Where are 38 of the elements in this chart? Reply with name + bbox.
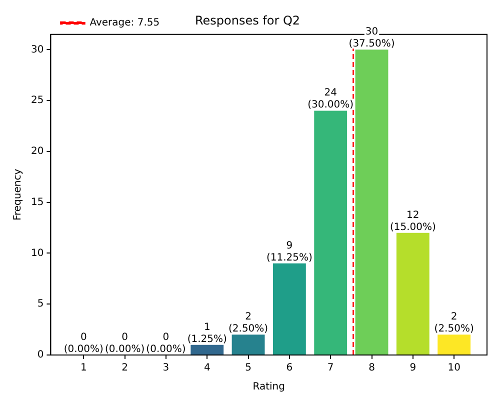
x-tick-label: 4 (204, 362, 210, 374)
data-label: 12 (15.00%) (390, 210, 436, 233)
x-tick-label: 8 (368, 362, 375, 374)
y-tick-label: 30 (30, 44, 44, 56)
y-axis-title: Frequency (12, 168, 24, 221)
bar (314, 110, 348, 354)
x-tick-label: 3 (162, 362, 170, 374)
x-tick-label: 6 (286, 362, 293, 374)
x-tick-label: 1 (80, 362, 87, 374)
legend-label: Average: 7.55 (90, 18, 160, 29)
data-label: 0 (0.00%) (64, 332, 104, 355)
data-label: 0 (0.00%) (146, 332, 186, 355)
data-label: 0 (0.00%) (105, 332, 145, 355)
x-tick-label: 5 (245, 362, 252, 374)
y-tick-label: 25 (30, 95, 44, 106)
bar (355, 50, 388, 354)
x-tick-label: 2 (122, 362, 128, 374)
x-axis-title: Rating (252, 382, 285, 393)
y-tick-label: 0 (37, 350, 44, 361)
data-label: 9 (11.25%) (266, 240, 313, 264)
data-label: 2 (2.50%) (434, 312, 474, 335)
data-label: 2 (2.50%) (228, 312, 268, 335)
y-tick-label: 20 (30, 146, 44, 158)
data-label: 1 (1.25%) (187, 322, 228, 345)
bar (272, 263, 306, 354)
data-label: 24 (30.00%) (308, 88, 354, 111)
x-tick-label: 10 (448, 362, 460, 374)
x-tick-label: 7 (327, 362, 334, 374)
chart-title: Responses for Q2 (194, 13, 300, 28)
y-tick-label: 5 (37, 298, 44, 310)
data-label: 30 (37.50%) (348, 26, 395, 50)
bar (232, 334, 265, 354)
bar (190, 344, 224, 354)
y-tick-label: 15 (30, 196, 44, 208)
bar (396, 232, 430, 354)
x-tick-label: 9 (410, 362, 416, 374)
bar (438, 334, 471, 354)
y-tick-label: 10 (30, 248, 44, 259)
